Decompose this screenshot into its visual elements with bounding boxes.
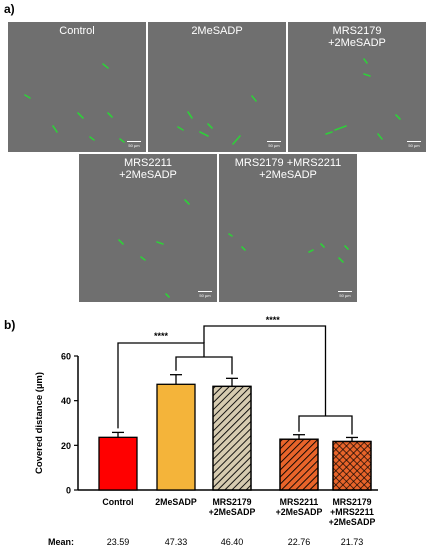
sig-subbracket <box>298 415 353 435</box>
means-label: Mean: <box>48 537 75 547</box>
y-tick-label: 40 <box>61 396 71 406</box>
cells-image <box>228 233 349 263</box>
cells-image <box>24 63 125 143</box>
panel-a-label: a) <box>4 2 15 16</box>
mean-value: 46.40 <box>221 537 244 547</box>
sig-subbracket <box>175 356 233 375</box>
scale-bar: 50 µm <box>407 141 421 148</box>
cells-image <box>118 199 190 298</box>
y-tick-label: 0 <box>66 486 71 496</box>
cells-image <box>325 58 401 140</box>
micrograph-caption: MRS2211 +2MeSADP <box>119 157 177 181</box>
mean-value: 47.33 <box>165 537 188 547</box>
bar <box>98 436 138 491</box>
category-label: +2MeSADP <box>329 517 376 527</box>
mean-value: 23.59 <box>107 537 130 547</box>
micrograph-control: Control 50 µm <box>8 22 146 152</box>
scale-bar: 50 µm <box>267 141 281 148</box>
scale-bar: 50 µm <box>127 141 141 148</box>
significance-label: **** <box>266 315 281 325</box>
scale-bar: 50 µm <box>198 291 212 298</box>
scale-bar: 50 µm <box>338 291 352 298</box>
mean-value: 22.76 <box>288 537 311 547</box>
category-label: +2MeSADP <box>209 507 256 517</box>
mean-value: 21.73 <box>341 537 364 547</box>
y-tick-label: 20 <box>61 441 71 451</box>
significance-label: **** <box>154 331 169 341</box>
sig-bracket <box>203 325 327 416</box>
micrograph-2mesadp: 2MeSADP 50 µm <box>148 22 286 152</box>
bar-hatch <box>212 385 252 491</box>
category-label: 2MeSADP <box>155 497 197 507</box>
panel-b-label: b) <box>4 318 16 332</box>
category-label: MRS2179 <box>332 497 371 507</box>
category-label: Control <box>102 497 133 507</box>
sig-bracket <box>117 342 205 429</box>
micrograph-mrs2179: MRS2179 +2MeSADP 50 µm <box>288 22 426 152</box>
y-axis-label: Covered distance (µm) <box>34 372 45 474</box>
category-label: +MRS2211 <box>330 507 374 517</box>
micrograph-caption: MRS2179 +MRS2211 +2MeSADP <box>234 157 342 181</box>
y-tick-label: 60 <box>61 352 71 362</box>
category-label: +2MeSADP <box>276 507 323 517</box>
micrograph-caption: 2MeSADP <box>191 25 243 37</box>
bar-hatch <box>279 438 319 491</box>
category-label: MRS2179 <box>212 497 251 507</box>
cells-image <box>177 95 257 145</box>
micrograph-mrs2211: MRS2211 +2MeSADP 50 µm <box>79 154 217 302</box>
micrograph-caption: MRS2179 +2MeSADP <box>328 25 386 49</box>
micrograph-mrs2179-mrs2211: MRS2179 +MRS2211 +2MeSADP 50 µm <box>219 154 357 302</box>
micrograph-caption: Control <box>59 25 95 37</box>
bar <box>156 383 196 491</box>
category-label: MRS2211 <box>280 497 319 507</box>
bar-hatch <box>332 440 372 491</box>
